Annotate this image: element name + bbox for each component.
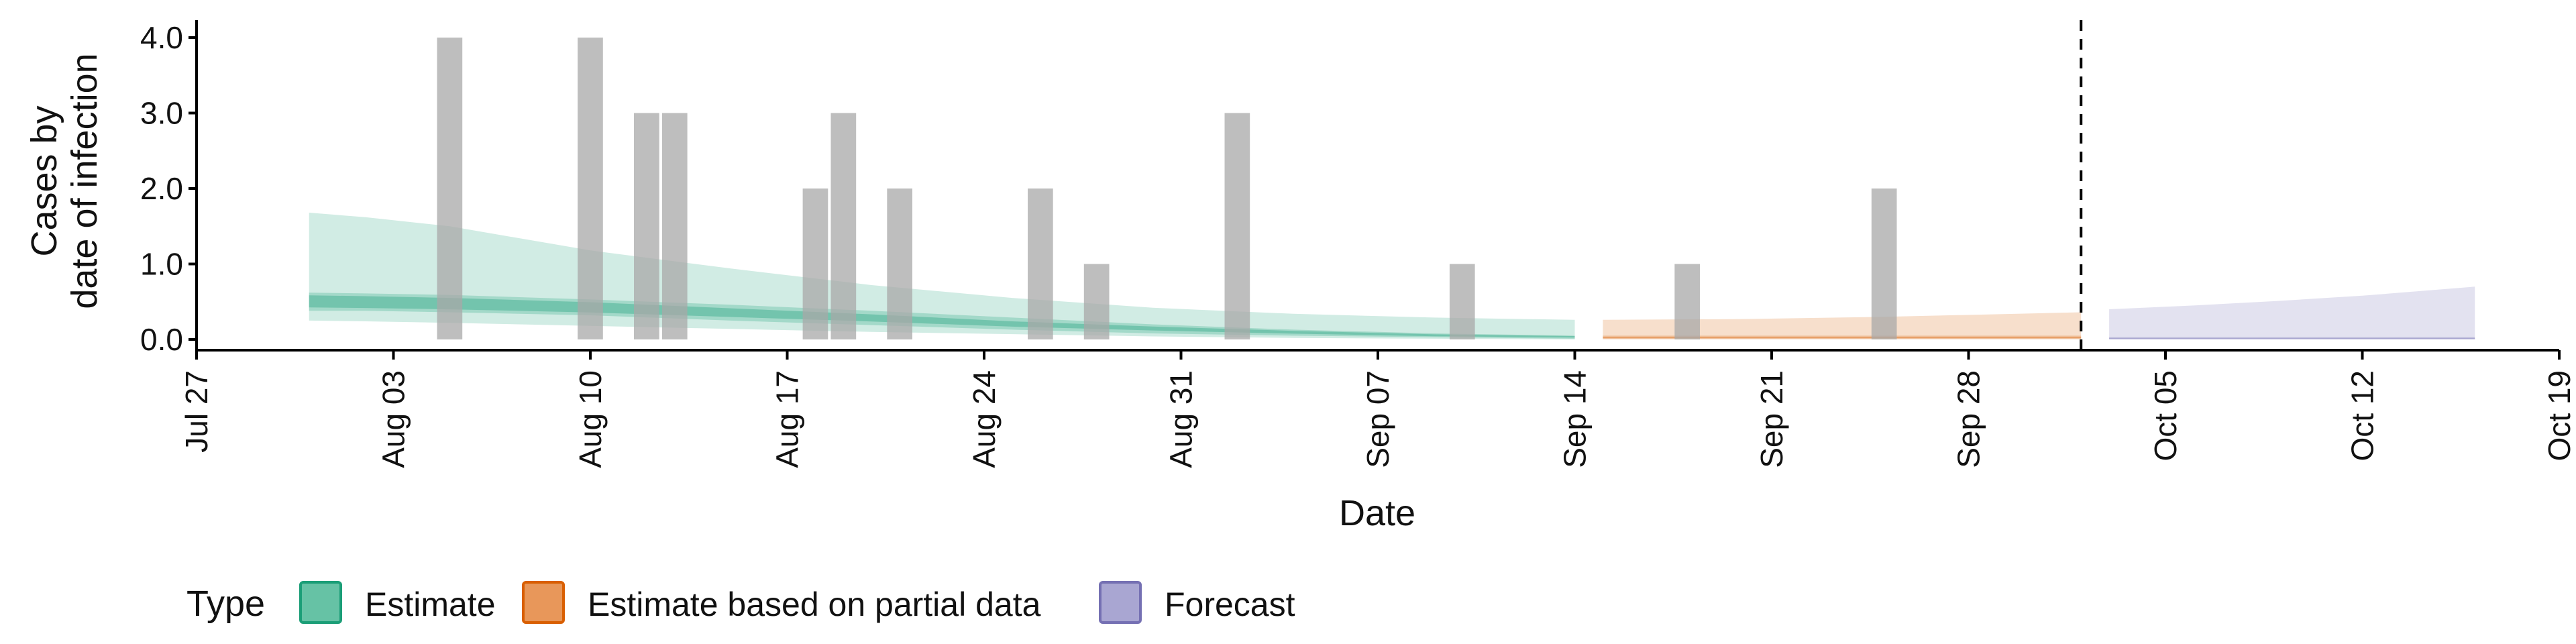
case-bar (1083, 264, 1110, 339)
estimate-band-median (309, 295, 1575, 338)
forecast-band-50 (2109, 337, 2475, 339)
y-tick-label: 2.0 (140, 171, 183, 206)
legend-label: Estimate based on partial data (588, 586, 1041, 623)
x-tick-label: Sep 14 (1558, 370, 1593, 468)
x-axis-ticks: Jul 27 Aug 03 Aug 10 Aug 17 Aug 24 Aug 31 Sep … (179, 350, 2576, 468)
y-tick-label: 3.0 (140, 96, 183, 131)
x-tick-label: Aug 03 (376, 370, 411, 468)
case-bar (578, 38, 603, 339)
case-bar (887, 189, 912, 339)
legend-label: Forecast (1165, 586, 1295, 623)
x-tick-label: Sep 07 (1360, 370, 1395, 468)
case-bar (634, 113, 659, 339)
x-tick-label: Sep 21 (1754, 370, 1789, 468)
y-axis-title-line-1: Cases by (24, 105, 64, 256)
y-axis-title-line-2: date of infection (64, 53, 105, 309)
x-tick-label: Aug 10 (573, 370, 608, 468)
estimate-based-on-partial-data-band-median (1603, 337, 2082, 339)
legend-title: Type (186, 584, 265, 624)
y-tick-label: 1.0 (140, 247, 183, 282)
legend-key (522, 581, 565, 624)
estimate-based-on-partial-data-band-50 (1603, 335, 2082, 339)
legend: Type Estimate Estimate based on partial d… (186, 581, 1295, 624)
estimate-based-on-partial-data-band-90 (1603, 312, 2082, 339)
x-tick-label: Oct 12 (2345, 370, 2380, 462)
x-tick-label: Oct 19 (2542, 370, 2576, 462)
legend-label: Estimate (365, 586, 496, 623)
case-bar (1028, 189, 1053, 339)
x-tick-label: Aug 17 (770, 370, 805, 468)
case-bar (1674, 264, 1700, 339)
reported-cases-bars (437, 38, 1897, 339)
case-bar (437, 38, 463, 339)
forecast-band-90 (2109, 286, 2475, 339)
case-bar (1224, 113, 1250, 339)
x-tick-label: Oct 05 (2148, 370, 2183, 462)
case-bar (661, 113, 688, 339)
x-axis-title: Date (1339, 493, 1415, 533)
x-tick-label: Aug 31 (1164, 370, 1199, 468)
legend-key (1099, 581, 1142, 624)
estimate-band-50 (309, 292, 1575, 339)
case-bar (1449, 264, 1475, 339)
y-tick-label: 0.0 (140, 322, 183, 357)
legend-key (299, 581, 342, 624)
x-tick-label: Sep 28 (1951, 370, 1986, 468)
ribbon-layer (309, 213, 2475, 339)
forecast-band-median (2109, 337, 2475, 339)
y-tick-label: 4.0 (140, 20, 183, 55)
x-tick-label: Jul 27 (179, 370, 214, 453)
y-axis-ticks: 0.0 1.0 2.0 3.0 4.0 (140, 20, 197, 357)
estimate-band-90 (309, 213, 1575, 339)
x-tick-label: Aug 24 (967, 370, 1002, 468)
y-axis-title: Cases by date of infection (24, 53, 105, 309)
case-bar (830, 113, 857, 339)
case-bar (802, 189, 828, 339)
case-bar (1871, 189, 1897, 339)
